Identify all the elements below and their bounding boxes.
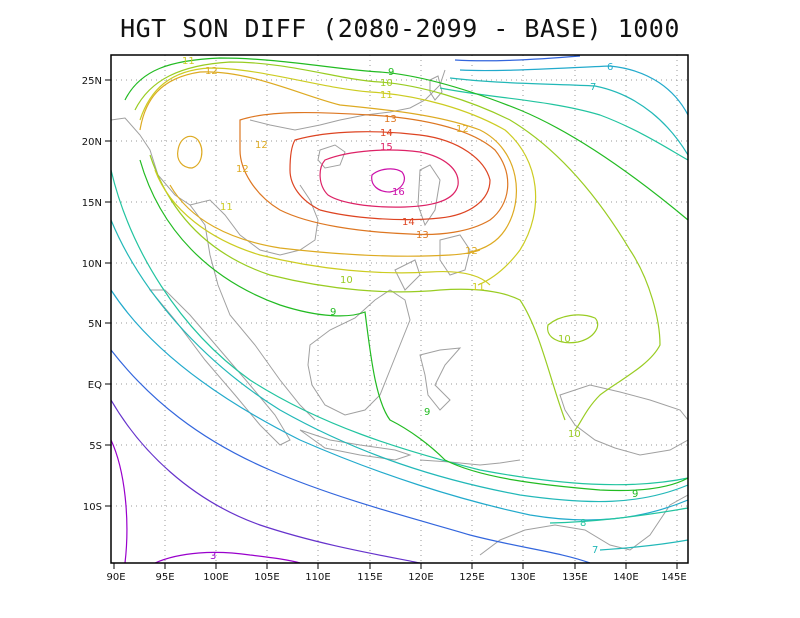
contour-label-10: 10: [380, 78, 393, 89]
contour-label-12: 12: [456, 124, 469, 135]
contour-label-12: 12: [465, 246, 478, 257]
contour-label-9: 9: [632, 489, 638, 500]
contour-label-7: 7: [590, 82, 596, 93]
contour-label-14: 14: [402, 217, 415, 228]
contour-label-6: 6: [607, 62, 613, 73]
plot-frame: [110, 54, 689, 564]
contour-label-15: 15: [380, 142, 393, 153]
x-tick-label: 110E: [305, 572, 330, 583]
x-tick-label: 95E: [155, 572, 174, 583]
contour-label-7: 7: [592, 545, 598, 556]
contour-label-10: 10: [558, 334, 571, 345]
x-tick-label: 120E: [408, 572, 433, 583]
contour-label-11: 11: [380, 90, 393, 101]
contour-label-9: 9: [424, 407, 430, 418]
y-tick-label: EQ: [88, 380, 102, 391]
contour-lines: [110, 55, 689, 564]
x-tick-label: 100E: [203, 572, 228, 583]
coastlines: [110, 69, 689, 563]
plot-area: [111, 55, 688, 563]
y-tick-label: 5N: [88, 319, 102, 330]
contour-label-14: 14: [380, 128, 393, 139]
contour-label-11: 11: [220, 202, 233, 213]
y-tick-label: 10S: [83, 502, 102, 513]
contour-label-8: 8: [580, 518, 586, 529]
contour-label-12: 12: [255, 140, 268, 151]
x-tick-label: 105E: [254, 572, 279, 583]
x-tick-label: 90E: [106, 572, 125, 583]
map-title: HGT SON DIFF (2080-2099 - BASE) 1000: [120, 14, 680, 43]
contour-label-9: 9: [330, 307, 336, 318]
y-tick-labels: 25N 20N 15N 10N 5N EQ 5S 10S: [82, 76, 102, 513]
x-tick-label: 115E: [357, 572, 382, 583]
contour-label-3: 3: [210, 551, 216, 562]
contour-label-11: 11: [182, 56, 195, 67]
contour-label-16: 16: [392, 187, 405, 198]
contour-label-13: 13: [416, 230, 429, 241]
contour-label-9: 9: [388, 67, 394, 78]
contour-labels: 3 6 7 7 8 9 9 9 9 10 10 10 10 11 11 11 1…: [182, 56, 638, 562]
x-tick-label: 135E: [562, 572, 587, 583]
y-tick-label: 15N: [82, 198, 102, 209]
x-tick-label: 145E: [661, 572, 686, 583]
tick-marks: [105, 79, 678, 569]
contour-label-11: 11: [472, 282, 485, 293]
x-tick-labels: 90E 95E 100E 105E 110E 115E 120E 125E 13…: [106, 572, 686, 583]
x-tick-label: 140E: [613, 572, 638, 583]
x-tick-label: 125E: [459, 572, 484, 583]
contour-label-12: 12: [236, 164, 249, 175]
x-tick-label: 130E: [510, 572, 535, 583]
contour-label-10: 10: [340, 275, 353, 286]
y-tick-label: 5S: [89, 441, 102, 452]
contour-label-10: 10: [568, 429, 581, 440]
grid-lines: [111, 55, 688, 563]
y-tick-label: 20N: [82, 137, 102, 148]
y-tick-label: 10N: [82, 259, 102, 270]
y-tick-label: 25N: [82, 76, 102, 87]
contour-label-13: 13: [384, 114, 397, 125]
contour-label-12: 12: [205, 66, 218, 77]
